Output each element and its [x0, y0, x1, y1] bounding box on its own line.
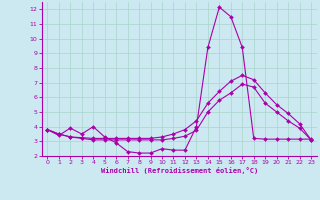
X-axis label: Windchill (Refroidissement éolien,°C): Windchill (Refroidissement éolien,°C)	[100, 167, 258, 174]
